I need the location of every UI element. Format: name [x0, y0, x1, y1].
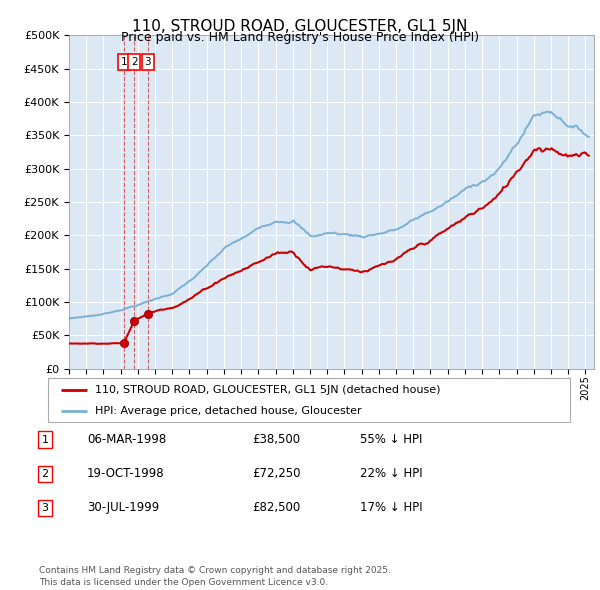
- Text: 06-MAR-1998: 06-MAR-1998: [87, 433, 166, 446]
- Text: £38,500: £38,500: [252, 433, 300, 446]
- Text: 19-OCT-1998: 19-OCT-1998: [87, 467, 164, 480]
- Text: 17% ↓ HPI: 17% ↓ HPI: [360, 502, 422, 514]
- Text: Contains HM Land Registry data © Crown copyright and database right 2025.
This d: Contains HM Land Registry data © Crown c…: [39, 566, 391, 587]
- Text: 110, STROUD ROAD, GLOUCESTER, GL1 5JN: 110, STROUD ROAD, GLOUCESTER, GL1 5JN: [133, 19, 467, 34]
- Text: 22% ↓ HPI: 22% ↓ HPI: [360, 467, 422, 480]
- Text: 55% ↓ HPI: 55% ↓ HPI: [360, 433, 422, 446]
- Text: 2: 2: [131, 57, 138, 67]
- Text: 2: 2: [41, 469, 49, 478]
- Text: 3: 3: [145, 57, 151, 67]
- Text: HPI: Average price, detached house, Gloucester: HPI: Average price, detached house, Glou…: [95, 406, 362, 416]
- Text: 30-JUL-1999: 30-JUL-1999: [87, 502, 159, 514]
- Text: 110, STROUD ROAD, GLOUCESTER, GL1 5JN (detached house): 110, STROUD ROAD, GLOUCESTER, GL1 5JN (d…: [95, 385, 440, 395]
- Text: 1: 1: [121, 57, 127, 67]
- Text: £72,250: £72,250: [252, 467, 301, 480]
- Text: 1: 1: [41, 435, 49, 444]
- Text: £82,500: £82,500: [252, 502, 300, 514]
- Text: Price paid vs. HM Land Registry's House Price Index (HPI): Price paid vs. HM Land Registry's House …: [121, 31, 479, 44]
- Text: 3: 3: [41, 503, 49, 513]
